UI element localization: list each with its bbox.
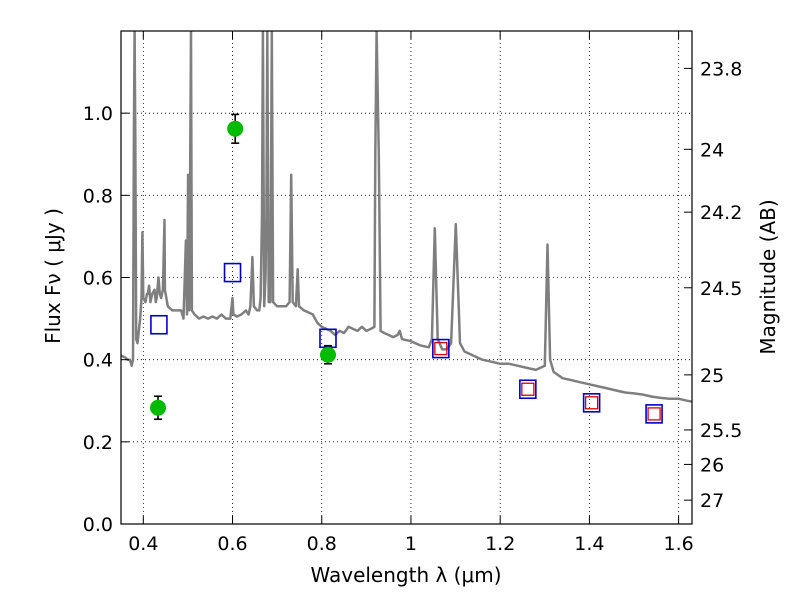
y-axis-label: Flux Fν ( μJy ) <box>41 208 65 344</box>
y-tick-label: 0.4 <box>83 350 113 372</box>
model-box <box>582 393 601 413</box>
model-photometry-series <box>150 262 663 424</box>
spectrum-line <box>121 31 692 403</box>
y2-tick-label: 24 <box>700 139 724 161</box>
model-box-inner <box>584 396 599 410</box>
y-tick-label: 1.0 <box>83 103 113 125</box>
x-tick-label: 0.4 <box>128 533 158 555</box>
y2-tick-label: 26 <box>700 454 724 476</box>
y2-axis-label: Magnitude (AB) <box>756 199 780 354</box>
x-tick-label: 0.8 <box>307 533 337 555</box>
y2-tick-label: 24.2 <box>700 202 742 224</box>
x-tick-label: 1.6 <box>664 533 694 555</box>
model-box-inner <box>647 407 661 421</box>
x-tick-label: 1.4 <box>574 533 604 555</box>
photometry-point <box>150 399 167 416</box>
y2-tick-label: 24.5 <box>700 278 742 300</box>
model-box <box>150 314 168 335</box>
gridlines <box>121 31 692 525</box>
x-axis-label: Wavelength λ (μm) <box>310 563 501 587</box>
model-box-inner <box>434 341 448 356</box>
y2-tick-label: 27 <box>700 490 724 512</box>
axis-ticks: 0.4 0.6 0.8 1 1.2 1.4 1.6 0.0 0.2 0.4 0.6 0.8 1.0 23.… <box>83 31 742 555</box>
photometry-point <box>319 346 336 363</box>
x-tick-label: 1.2 <box>485 533 515 555</box>
y2-tick-label: 25 <box>700 365 724 387</box>
y-tick-label: 0.2 <box>83 432 113 454</box>
model-box-inner <box>521 382 535 396</box>
photometry-point <box>227 120 244 137</box>
x-tick-label: 1 <box>405 533 417 555</box>
y-tick-label: 0.6 <box>83 268 113 290</box>
y2-tick-label: 25.5 <box>700 420 742 442</box>
model-box <box>519 379 537 400</box>
y-tick-label: 0.8 <box>83 185 113 207</box>
model-box <box>223 262 242 283</box>
plot-frame <box>120 30 693 525</box>
observed-photometry-series <box>150 113 336 421</box>
model-box <box>432 338 450 359</box>
y-tick-label: 0.0 <box>83 514 113 536</box>
model-box <box>645 404 663 424</box>
spectrum-series <box>121 31 692 403</box>
x-tick-label: 0.6 <box>217 533 247 555</box>
y2-tick-label: 23.8 <box>700 58 742 80</box>
